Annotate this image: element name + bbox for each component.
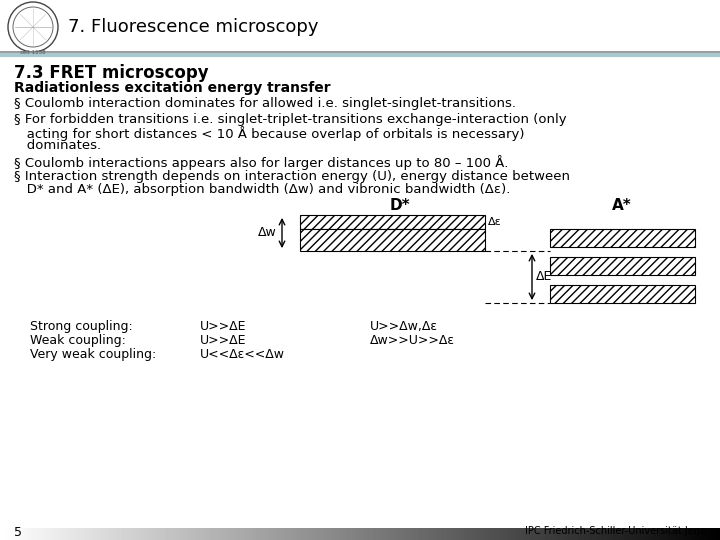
Bar <box>550 257 695 275</box>
Bar <box>300 229 485 251</box>
Text: IPC Friedrich-Schiller-Universität Jena: IPC Friedrich-Schiller-Universität Jena <box>525 526 706 536</box>
Text: Strong coupling:: Strong coupling: <box>30 320 132 333</box>
Text: Δw>>U>>Δε: Δw>>U>>Δε <box>370 334 455 347</box>
Text: U<<Δε<<Δw: U<<Δε<<Δw <box>200 348 285 361</box>
Text: U>>ΔE: U>>ΔE <box>200 334 246 347</box>
Text: acting for short distances < 10 Å because overlap of orbitals is necessary): acting for short distances < 10 Å becaus… <box>14 126 524 141</box>
Text: dominates.: dominates. <box>14 139 101 152</box>
Text: U>>Δw,Δε: U>>Δw,Δε <box>370 320 438 333</box>
Text: § Interaction strength depends on interaction energy (U), energy distance betwee: § Interaction strength depends on intera… <box>14 170 570 183</box>
Text: 7. Fluorescence microscopy: 7. Fluorescence microscopy <box>68 18 318 36</box>
Text: Δε: Δε <box>488 217 502 227</box>
Text: ΔE: ΔE <box>536 271 552 284</box>
Text: Weak coupling:: Weak coupling: <box>30 334 126 347</box>
Text: 5: 5 <box>14 526 22 539</box>
Text: Very weak coupling:: Very weak coupling: <box>30 348 156 361</box>
Text: § Coulomb interactions appears also for larger distances up to 80 – 100 Å.: § Coulomb interactions appears also for … <box>14 155 508 170</box>
Text: D*: D* <box>390 198 410 213</box>
Text: Δw: Δw <box>258 226 277 240</box>
Text: 7.3 FRET microscopy: 7.3 FRET microscopy <box>14 64 209 82</box>
Bar <box>300 215 485 229</box>
Bar <box>550 229 695 247</box>
Bar <box>550 285 695 303</box>
Text: seit 1558: seit 1558 <box>20 50 46 55</box>
Text: A*: A* <box>612 198 632 213</box>
Text: Radiationless excitation energy transfer: Radiationless excitation energy transfer <box>14 81 330 95</box>
Text: § For forbidden transitions i.e. singlet-triplet-transitions exchange-interactio: § For forbidden transitions i.e. singlet… <box>14 113 567 126</box>
Text: § Coulomb interaction dominates for allowed i.e. singlet-singlet-transitions.: § Coulomb interaction dominates for allo… <box>14 97 516 110</box>
Text: D* and A* (ΔE), absorption bandwidth (Δw) and vibronic bandwidth (Δε).: D* and A* (ΔE), absorption bandwidth (Δw… <box>14 183 510 196</box>
Text: U>>ΔE: U>>ΔE <box>200 320 246 333</box>
